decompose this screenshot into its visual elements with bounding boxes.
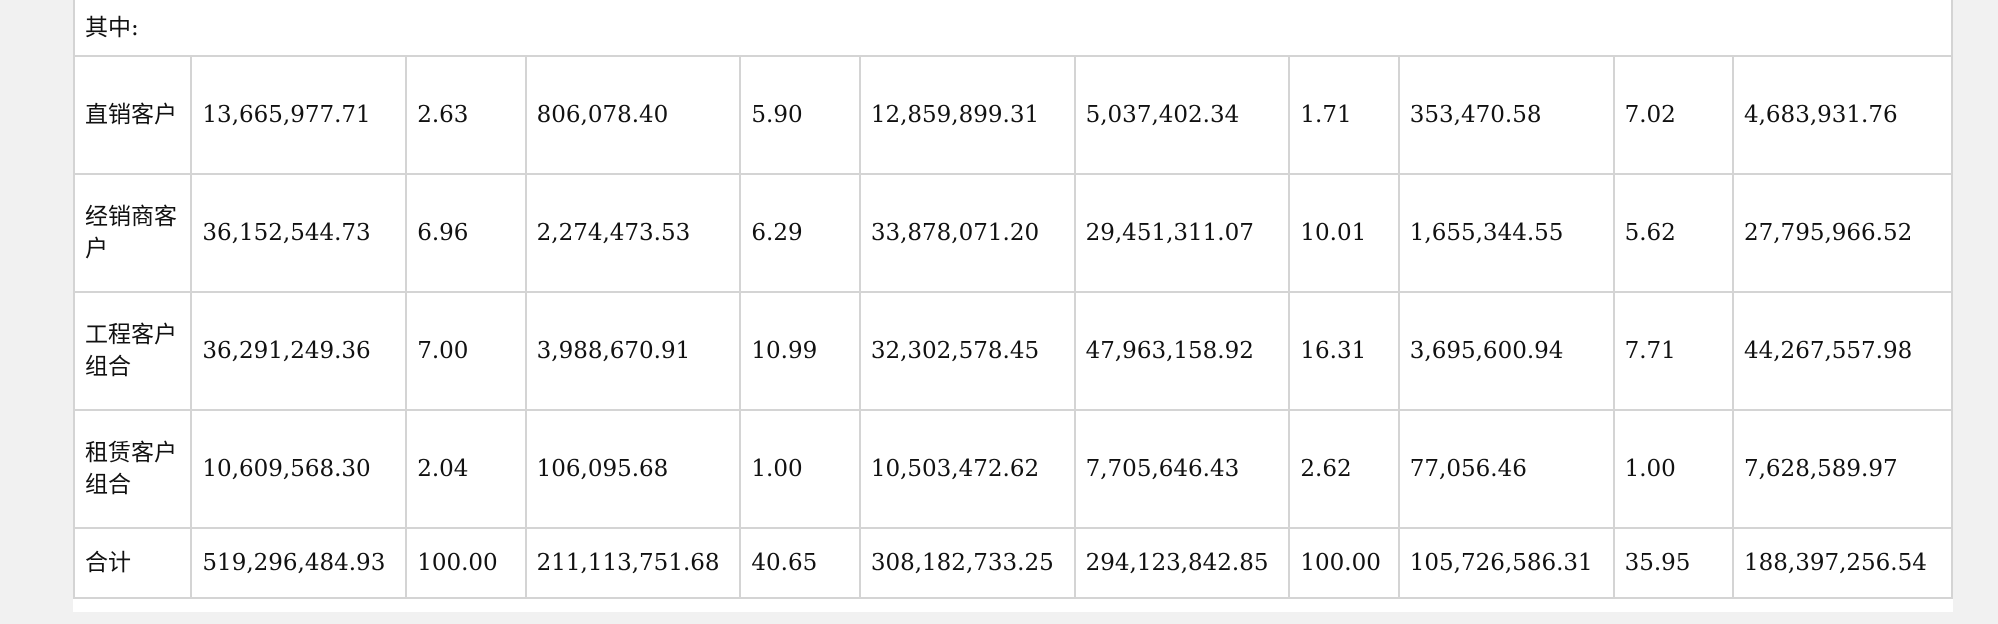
value-cell: 100.00 xyxy=(1290,529,1398,597)
value-cell: 1.71 xyxy=(1290,57,1398,173)
row-label: 直销客户 xyxy=(75,57,191,173)
row-label: 工程客户组合 xyxy=(75,293,191,409)
value-cell: 105,726,586.31 xyxy=(1399,529,1613,597)
value-cell: 10.01 xyxy=(1290,175,1398,291)
value-cell: 106,095.68 xyxy=(526,411,740,527)
value-cell: 5,037,402.34 xyxy=(1075,57,1289,173)
value-cell: 10.99 xyxy=(741,293,859,409)
value-cell: 33,878,071.20 xyxy=(860,175,1074,291)
value-cell: 77,056.46 xyxy=(1399,411,1613,527)
value-cell: 100.00 xyxy=(407,529,525,597)
row-label: 租赁客户组合 xyxy=(75,411,191,527)
value-cell: 12,859,899.31 xyxy=(860,57,1074,173)
value-cell: 7.02 xyxy=(1614,57,1732,173)
value-cell: 16.31 xyxy=(1290,293,1398,409)
value-cell: 3,988,670.91 xyxy=(526,293,740,409)
value-cell: 6.29 xyxy=(741,175,859,291)
value-cell: 5.90 xyxy=(741,57,859,173)
value-cell: 13,665,977.71 xyxy=(192,57,406,173)
value-cell: 1.00 xyxy=(1614,411,1732,527)
value-cell: 211,113,751.68 xyxy=(526,529,740,597)
value-cell: 36,291,249.36 xyxy=(192,293,406,409)
value-cell: 519,296,484.93 xyxy=(192,529,406,597)
value-cell: 7.71 xyxy=(1614,293,1732,409)
value-cell: 5.62 xyxy=(1614,175,1732,291)
table-row: 租赁客户组合 10,609,568.30 2.04 106,095.68 1.00 10,… xyxy=(75,411,1951,527)
value-cell: 2.04 xyxy=(407,411,525,527)
value-cell: 2.62 xyxy=(1290,411,1398,527)
value-cell: 1,655,344.55 xyxy=(1399,175,1613,291)
total-row: 合计 519,296,484.93 100.00 211,113,751.68 40.6… xyxy=(75,529,1951,597)
footer-band xyxy=(73,612,1953,624)
row-label: 合计 xyxy=(75,529,191,597)
value-cell: 29,451,311.07 xyxy=(1075,175,1289,291)
section-header-cell: 其中: xyxy=(75,0,1951,55)
value-cell: 4,683,931.76 xyxy=(1733,57,1951,173)
value-cell: 10,609,568.30 xyxy=(192,411,406,527)
data-rows: 直销客户 13,665,977.71 2.63 806,078.40 5.90 12,85… xyxy=(75,57,1951,527)
value-cell: 806,078.40 xyxy=(526,57,740,173)
section-header-row: 其中: xyxy=(75,0,1951,55)
value-cell: 47,963,158.92 xyxy=(1075,293,1289,409)
row-label: 经销商客户 xyxy=(75,175,191,291)
value-cell: 1.00 xyxy=(741,411,859,527)
value-cell: 2,274,473.53 xyxy=(526,175,740,291)
value-cell: 3,695,600.94 xyxy=(1399,293,1613,409)
total-rows: 合计 519,296,484.93 100.00 211,113,751.68 40.6… xyxy=(75,529,1951,597)
value-cell: 2.63 xyxy=(407,57,525,173)
value-cell: 44,267,557.98 xyxy=(1733,293,1951,409)
table-row: 经销商客户 36,152,544.73 6.96 2,274,473.53 6.29 33… xyxy=(75,175,1951,291)
value-cell: 308,182,733.25 xyxy=(860,529,1074,597)
value-cell: 6.96 xyxy=(407,175,525,291)
table-row: 工程客户组合 36,291,249.36 7.00 3,988,670.91 10.99… xyxy=(75,293,1951,409)
value-cell: 36,152,544.73 xyxy=(192,175,406,291)
value-cell: 10,503,472.62 xyxy=(860,411,1074,527)
value-cell: 7,705,646.43 xyxy=(1075,411,1289,527)
value-cell: 27,795,966.52 xyxy=(1733,175,1951,291)
value-cell: 35.95 xyxy=(1614,529,1732,597)
table-row: 直销客户 13,665,977.71 2.63 806,078.40 5.90 12,85… xyxy=(75,57,1951,173)
value-cell: 188,397,256.54 xyxy=(1733,529,1951,597)
value-cell: 40.65 xyxy=(741,529,859,597)
financial-table: 其中: 直销客户 13,665,977.71 2.63 806,078.40 5.90 1… xyxy=(73,0,1953,599)
value-cell: 7.00 xyxy=(407,293,525,409)
value-cell: 32,302,578.45 xyxy=(860,293,1074,409)
value-cell: 294,123,842.85 xyxy=(1075,529,1289,597)
table-body: 其中: xyxy=(75,0,1951,55)
value-cell: 7,628,589.97 xyxy=(1733,411,1951,527)
value-cell: 353,470.58 xyxy=(1399,57,1613,173)
